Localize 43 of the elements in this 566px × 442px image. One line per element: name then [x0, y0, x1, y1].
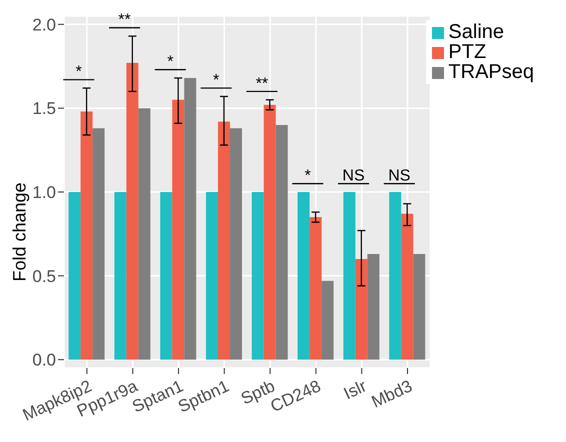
- legend-label: PTZ: [448, 41, 486, 63]
- y-axis-title: Fold change: [9, 182, 30, 282]
- annotation: NS: [388, 168, 410, 185]
- y-tick-label: 0.5: [32, 266, 56, 286]
- bar: [401, 214, 414, 360]
- y-tick-label: 2.0: [32, 15, 56, 34]
- bar: [355, 259, 368, 360]
- bar: [264, 104, 276, 360]
- y-tick-label: 1.5: [32, 99, 56, 118]
- bar: [298, 192, 310, 360]
- annotation: *: [213, 72, 220, 90]
- annotation: **: [118, 12, 131, 29]
- bar: [172, 100, 184, 360]
- x-tick-label: Mbd3: [368, 376, 416, 412]
- bar: [322, 280, 334, 360]
- legend-label: TRAPseq: [448, 61, 534, 83]
- y-tick-label: 1.0: [32, 183, 56, 202]
- bar: [80, 112, 93, 360]
- legend-label: Saline: [448, 21, 504, 43]
- bar: [138, 108, 150, 360]
- bar: [184, 78, 196, 360]
- annotation: *: [167, 54, 174, 71]
- annotation: *: [76, 64, 82, 81]
- bar: [389, 192, 402, 360]
- bar: [114, 192, 126, 360]
- bar: [160, 192, 172, 360]
- bar: [343, 192, 356, 360]
- annotation: **: [256, 75, 268, 92]
- annotation: NS: [342, 168, 365, 185]
- bar: [310, 217, 322, 360]
- x-tick-label: Islr: [340, 376, 370, 404]
- bar: [206, 192, 218, 360]
- bar: [68, 192, 81, 360]
- annotation: *: [304, 168, 311, 185]
- bar: [252, 192, 264, 360]
- bar: [367, 254, 380, 360]
- bar: [92, 128, 105, 360]
- bar: [126, 62, 138, 360]
- bar: [230, 128, 242, 360]
- y-tick-label: 0.0: [32, 350, 56, 370]
- bar: [413, 254, 426, 360]
- bar: [276, 124, 288, 360]
- bar: [218, 122, 230, 360]
